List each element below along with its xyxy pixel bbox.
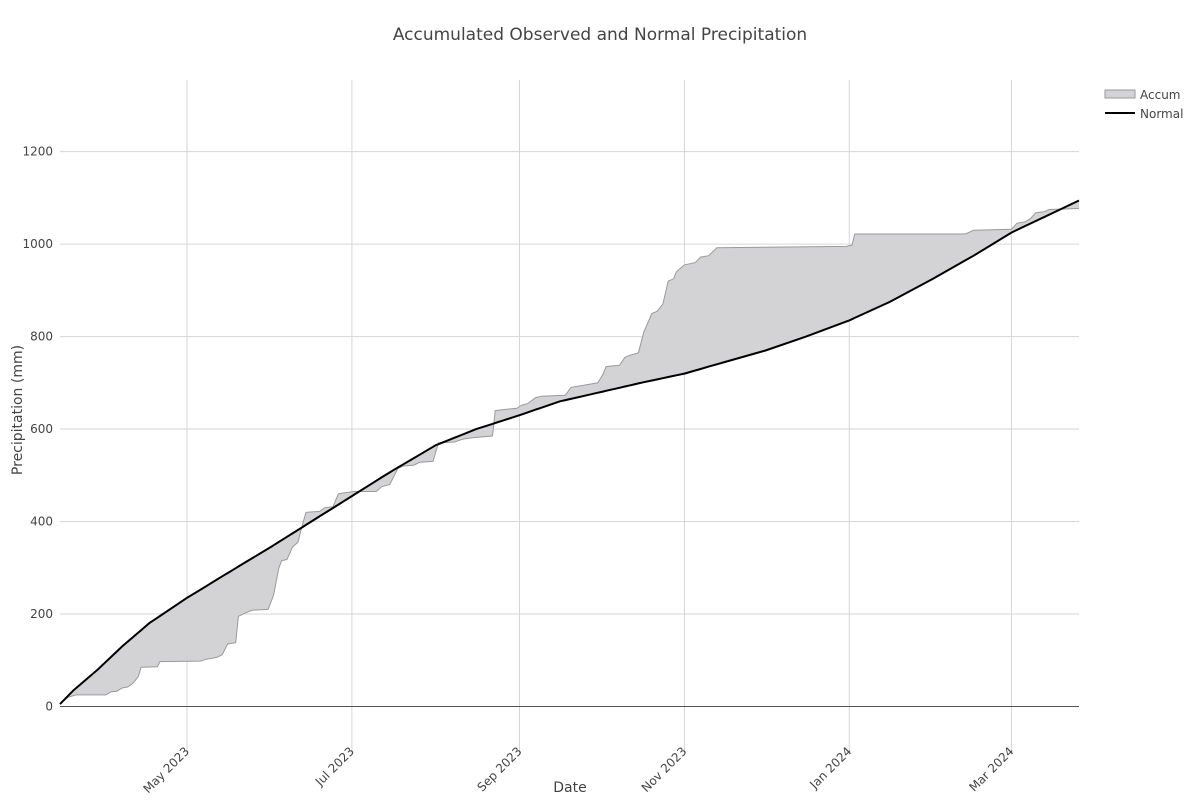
chart-title: Accumulated Observed and Normal Precipit… (393, 25, 807, 45)
x-tick-label: Jan 2024 (806, 744, 854, 792)
accum-line (59, 208, 1080, 705)
normal-line-layer (59, 199, 1080, 705)
x-tick-label: May 2023 (140, 744, 192, 796)
y-tick-label: 800 (30, 330, 53, 344)
x-axis-title: Date (553, 780, 586, 796)
legend: Accum Normal (1104, 88, 1183, 121)
y-tick-label: 600 (30, 422, 53, 436)
x-tick-label: Jul 2023 (312, 744, 357, 789)
y-tick-label: 0 (45, 699, 53, 713)
normal-line (59, 199, 1080, 705)
legend-accum-label: Accum (1140, 88, 1181, 102)
accum-area (60, 200, 1079, 705)
legend-accum-swatch (1104, 89, 1136, 99)
y-axis-title: Precipitation (mm) (10, 345, 26, 475)
y-tick-label: 200 (30, 607, 53, 621)
x-tick-label: Sep 2023 (474, 744, 524, 794)
x-tick-label: Nov 2023 (639, 744, 690, 795)
y-tick-label: 1200 (22, 145, 53, 159)
legend-normal-label: Normal (1140, 107, 1183, 121)
accum-area-layer (59, 200, 1080, 705)
y-tick-label: 400 (30, 515, 53, 529)
x-tick-label: Mar 2024 (966, 744, 1016, 794)
y-tick-label: 1000 (22, 237, 53, 251)
